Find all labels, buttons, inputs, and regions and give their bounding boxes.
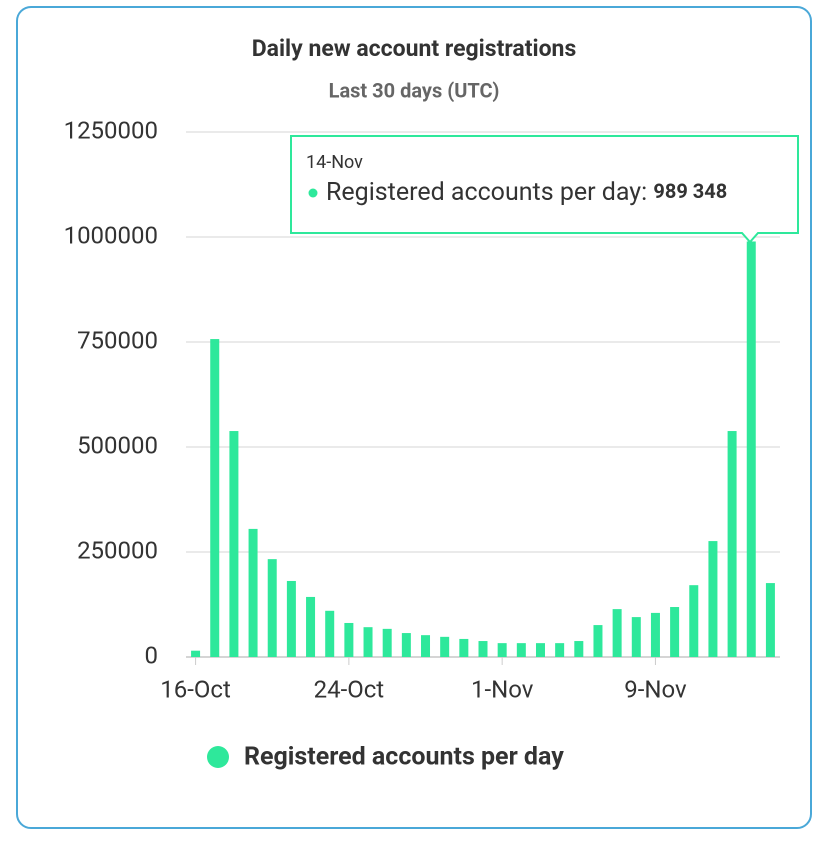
bar: [631, 617, 641, 657]
chart-subtitle: Last 30 days (UTC): [329, 78, 500, 102]
chart-title: Daily new account registrations: [252, 35, 577, 62]
legend-marker[interactable]: [207, 746, 229, 768]
bar: [306, 596, 316, 657]
legend-label[interactable]: Registered accounts per day: [244, 743, 564, 772]
bar: [325, 610, 335, 657]
bar: [516, 643, 526, 657]
bar: [210, 339, 220, 657]
tooltip-date: 14-Nov: [306, 152, 363, 173]
y-tick-label: 500000: [77, 431, 158, 459]
tooltip-box: [290, 135, 799, 244]
bar: [286, 580, 296, 657]
bar: [727, 431, 737, 657]
y-tick-label: 750000: [77, 326, 158, 354]
plot-area: 0 250000 500000 750000 1000000 1250000 16-Oct 2…: [64, 116, 780, 703]
tooltip: 14-Nov Registered accounts per day: 989 …: [290, 135, 799, 244]
bar: [248, 528, 258, 657]
x-tick-label: 24-Oct: [314, 675, 385, 703]
tooltip-label: Registered accounts per day:: [326, 178, 647, 207]
bar: [478, 641, 488, 657]
bar: [708, 541, 718, 657]
bar: [267, 559, 277, 657]
bar: [229, 431, 239, 657]
tooltip-text: Registered accounts per day: 989 348: [326, 178, 727, 207]
bar: [344, 622, 354, 657]
y-tick-label: 250000: [77, 536, 158, 564]
bar: [555, 643, 565, 657]
y-tick-label: 0: [145, 641, 159, 669]
bar: [421, 635, 431, 657]
tooltip-dot: [308, 188, 318, 198]
tooltip-value: 989 348: [653, 179, 727, 203]
bar: [746, 241, 756, 657]
bar: [382, 628, 392, 657]
x-tick-label: 1-Nov: [471, 675, 534, 703]
bar: [459, 638, 469, 657]
bar: [689, 585, 699, 657]
y-tick-label: 1250000: [64, 116, 158, 144]
bar: [765, 583, 775, 657]
bar: [535, 643, 545, 657]
bar: [440, 636, 450, 657]
bar: [363, 627, 373, 657]
bar: [574, 641, 584, 657]
bar: [191, 650, 201, 657]
bar: [593, 625, 603, 657]
bar: [612, 609, 622, 657]
x-tick-label: 16-Oct: [160, 675, 231, 703]
bar: [497, 643, 507, 657]
bar: [401, 633, 411, 657]
bar: [670, 607, 680, 657]
y-tick-label: 1000000: [64, 221, 158, 249]
x-tick-label: 9-Nov: [624, 675, 687, 703]
bar: [650, 612, 660, 657]
